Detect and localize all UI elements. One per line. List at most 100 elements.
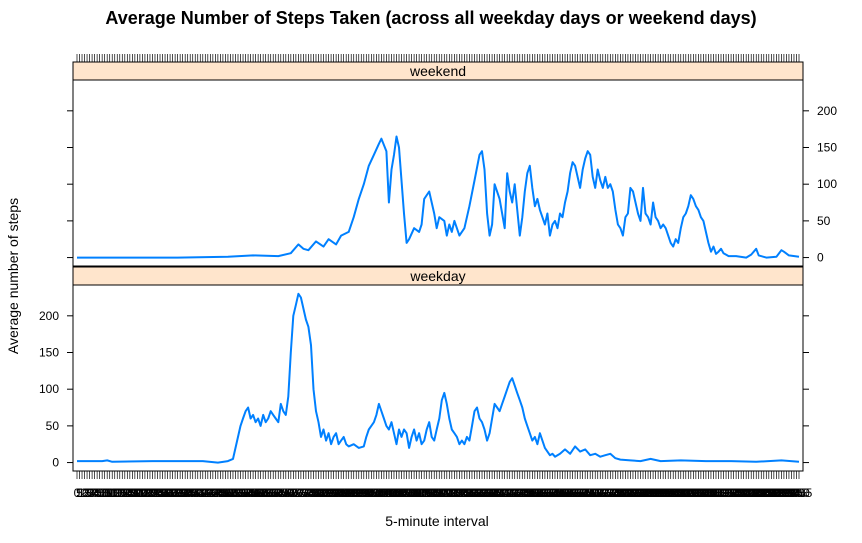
y-tick-label: 0: [817, 251, 824, 265]
x-tick-label: 1105: [399, 486, 425, 500]
x-tick-label: 2055: [695, 486, 722, 500]
x-tick-label: 600: [248, 486, 268, 500]
x-tick-label: 2235: [745, 486, 772, 500]
x-tick-label: 1425: [499, 486, 526, 500]
x-tick-label: 620: [258, 486, 278, 500]
x-tick-label: 950: [364, 486, 384, 500]
x-tick-label: 1825: [620, 486, 647, 500]
x-tick-label: 310: [163, 486, 183, 500]
x-tick-label: 735: [296, 486, 316, 500]
x-tick-label: 940: [359, 486, 379, 500]
x-tick-label: 2025: [680, 486, 707, 500]
x-tick-label: 1305: [459, 486, 486, 500]
x-tick-label: 220: [137, 486, 157, 500]
x-tick-label: 1350: [481, 486, 508, 500]
x-axis-bottom-ticks: [76, 471, 800, 479]
x-tick-label: 240: [147, 486, 167, 500]
x-tick-label: 1750: [602, 486, 629, 500]
x-tick-label: 1805: [610, 486, 637, 500]
x-tick-label: 2005: [670, 486, 697, 500]
x-tick-label: 1145: [419, 486, 445, 500]
x-tick-label: 2135: [715, 486, 742, 500]
x-tick-label: 1610: [552, 486, 579, 500]
x-tick-label: 1200: [426, 486, 453, 500]
x-tick-label: 2230: [743, 486, 770, 500]
x-tick-label: 350: [183, 486, 203, 500]
x-tick-label: 1555: [544, 486, 571, 500]
x-tick-label: 2240: [748, 486, 775, 500]
x-tick-label: 1330: [471, 486, 498, 500]
x-tick-label: 1345: [479, 486, 506, 500]
x-tick-label: 510: [223, 486, 243, 500]
x-tick-label: 1015: [373, 486, 400, 500]
x-tick-label: 1635: [564, 486, 591, 500]
x-tick-label: 1515: [524, 486, 551, 500]
x-tick-label: 420: [198, 486, 218, 500]
x-tick-label: 400: [188, 486, 208, 500]
y-tick-label: 200: [39, 309, 59, 323]
x-tick-label: 440: [208, 486, 228, 500]
x-tick-label: 1745: [599, 486, 626, 500]
x-tick-label: 2155: [725, 486, 752, 500]
x-tick-label: 2105: [700, 486, 727, 500]
x-tick-label: 2110: [703, 486, 729, 500]
x-tick-label: 1800: [607, 486, 634, 500]
weekday-strip-label: weekday: [409, 268, 465, 284]
x-tick-label: 920: [349, 486, 369, 500]
x-tick-label: 2355: [786, 486, 813, 500]
y-tick-label: 150: [817, 141, 837, 155]
x-tick-label: 1440: [506, 486, 533, 500]
x-tick-label: 100: [97, 486, 117, 500]
x-tick-label: 1835: [625, 486, 652, 500]
x-tick-label: 1820: [617, 486, 644, 500]
x-tick-label: 1535: [534, 486, 561, 500]
x-tick-label: 935: [356, 486, 376, 500]
y-tick-label: 0: [52, 456, 59, 470]
x-tick-label: 555: [246, 486, 266, 500]
x-tick-label: 2040: [688, 486, 715, 500]
x-tick-label: 715: [286, 486, 306, 500]
x-tick-label: 805: [311, 486, 331, 500]
weekend-plot-frame: [72, 79, 804, 267]
x-tick-label: 1115: [404, 486, 429, 500]
x-tick-label: 505: [220, 486, 240, 500]
x-tick-label: 945: [361, 486, 381, 500]
x-tick-label: 2045: [690, 486, 717, 500]
x-tick-label: 1705: [579, 486, 606, 500]
x-tick-label: 2130: [713, 486, 740, 500]
x-tick-label: 800: [308, 486, 328, 500]
x-tick-label: 2220: [738, 486, 765, 500]
x-tick-label: 1240: [446, 486, 473, 500]
x-tick-label: 2315: [766, 486, 793, 500]
x-tick-label: 845: [331, 486, 351, 500]
x-tick-label: 705: [281, 486, 301, 500]
x-tick-label: 2200: [728, 486, 755, 500]
x-tick-label: 1540: [537, 486, 564, 500]
x-tick-label: 1415: [494, 486, 521, 500]
x-tick-label: 2115: [706, 486, 732, 500]
x-tick-label: 405: [190, 486, 210, 500]
x-tick-label: 1355: [484, 486, 511, 500]
x-tick-label: 1510: [522, 486, 549, 500]
x-tick-label: 655: [276, 486, 296, 500]
x-tick-label: 1945: [660, 486, 687, 500]
x-tick-label: 550: [243, 486, 263, 500]
x-axis-tick-labels: 0510152025303540455055100105110115120125…: [74, 486, 813, 500]
x-tick-label: 130: [112, 486, 132, 500]
x-tick-label: 1040: [386, 486, 413, 500]
x-tick-label: 2305: [760, 486, 787, 500]
x-tick-label: 540: [238, 486, 258, 500]
x-tick-label: 1125: [409, 486, 435, 500]
x-tick-label: 2335: [776, 486, 803, 500]
x-tick-label: 1455: [514, 486, 541, 500]
x-tick-label: 2010: [672, 486, 699, 500]
x-tick-label: 1250: [451, 486, 478, 500]
x-tick-label: 1045: [388, 486, 415, 500]
x-tick-label: 1505: [519, 486, 546, 500]
x-tick-label: 1445: [509, 486, 536, 500]
x-tick-label: 2255: [755, 486, 782, 500]
x-tick-label: 2000: [667, 486, 694, 500]
x-tick-label: 1600: [547, 486, 574, 500]
x-tick-label: 2225: [740, 486, 767, 500]
x-tick-label: 630: [263, 486, 283, 500]
